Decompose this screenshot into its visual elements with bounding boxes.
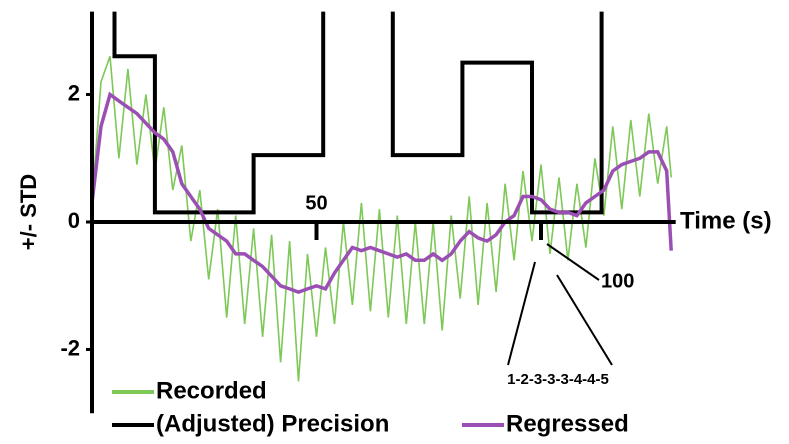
y-tick-label: 2 xyxy=(68,80,80,105)
x-tick-label: 100 xyxy=(601,270,634,292)
legend-label: Recorded xyxy=(156,377,267,404)
annotation-leader xyxy=(507,261,536,366)
series-line xyxy=(91,56,672,382)
series-line xyxy=(90,91,673,294)
series-line xyxy=(112,11,604,215)
annotation: 1-2-3-3-3-4-4-5 xyxy=(507,371,609,388)
x-axis-label: Time (s) xyxy=(680,207,772,234)
y-axis-label: +/- STD xyxy=(16,174,41,250)
legend-label: (Adjusted) Precision xyxy=(156,410,389,437)
y-tick-label: 0 xyxy=(68,208,80,233)
x-tick-label: 50 xyxy=(305,192,327,214)
x-tick-leader xyxy=(546,243,600,281)
annotation-leader xyxy=(556,274,613,366)
y-tick-label: -2 xyxy=(60,335,80,360)
legend-label: Regressed xyxy=(506,410,629,437)
